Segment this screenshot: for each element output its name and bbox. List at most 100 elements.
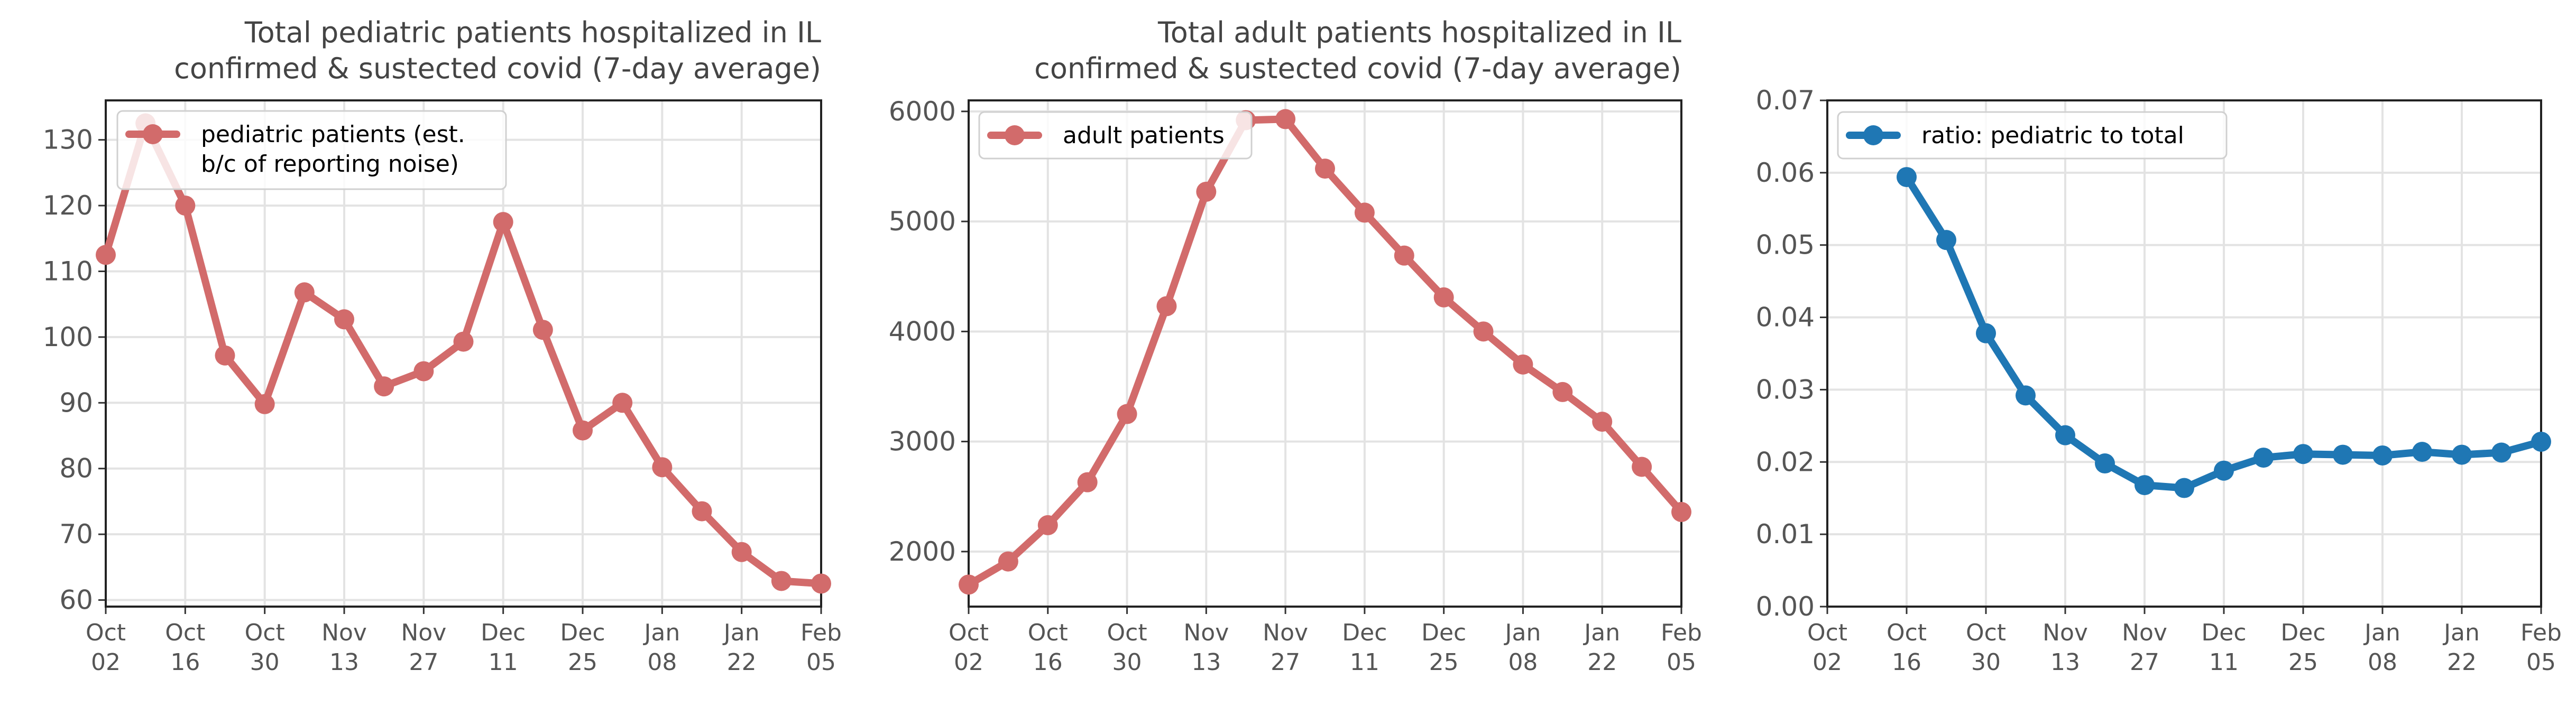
data-point — [532, 320, 553, 340]
data-point — [2531, 431, 2551, 452]
x-tick-label-month: Feb — [2520, 619, 2562, 646]
data-point — [1936, 230, 1956, 250]
x-tick-label-month: Nov — [2043, 619, 2088, 646]
data-point — [771, 571, 792, 591]
y-tick-label: 5000 — [889, 206, 956, 237]
x-tick-label-month: Dec — [1342, 619, 1387, 646]
x-tick-label-month: Oct — [1887, 619, 1927, 646]
data-point — [1671, 501, 1691, 522]
data-point — [998, 551, 1018, 572]
x-tick-label-day: 30 — [250, 649, 280, 676]
y-tick-label: 3000 — [889, 426, 956, 457]
data-point — [1117, 404, 1137, 424]
x-tick-label-month: Nov — [1263, 619, 1308, 646]
data-point — [215, 345, 235, 366]
data-point — [1897, 167, 1917, 188]
x-tick-label-day: 11 — [1350, 649, 1379, 676]
x-tick-label-day: 22 — [1587, 649, 1617, 676]
data-point — [731, 542, 752, 562]
data-point — [2412, 442, 2432, 462]
legend-box — [978, 111, 1253, 160]
x-tick-label-day: 05 — [806, 649, 836, 676]
axes-frame — [968, 99, 1682, 608]
data-point — [1592, 412, 1613, 432]
y-tick-label: 90 — [59, 387, 93, 418]
x-tick-label-day: 11 — [489, 649, 518, 676]
y-tick-label: 0.07 — [1756, 85, 1815, 116]
x-tick-label-month: Dec — [481, 619, 526, 646]
x-tick-label-month: Jan — [2442, 619, 2480, 646]
data-point — [1037, 515, 1058, 535]
x-tick-label-day: 16 — [1892, 649, 1921, 676]
data-point — [2372, 445, 2393, 466]
x-tick-label-month: Oct — [86, 619, 126, 646]
y-tick-label: 70 — [59, 519, 93, 550]
x-tick-label-month: Oct — [949, 619, 989, 646]
x-tick-label-day: 27 — [2130, 649, 2159, 676]
data-point — [493, 212, 513, 232]
x-tick-label-month: Jan — [722, 619, 760, 646]
legend-label: ratio: pediatric to total — [1921, 122, 2184, 149]
legend-box — [116, 110, 507, 190]
x-tick-label-month: Nov — [321, 619, 367, 646]
x-tick-label-day: 22 — [2447, 649, 2477, 676]
legend-marker — [1005, 125, 1025, 145]
data-point — [1632, 457, 1652, 477]
y-tick-label: 0.03 — [1756, 374, 1815, 405]
data-point — [1275, 109, 1296, 129]
y-tick-label: 60 — [59, 585, 93, 616]
x-tick-label-day: 27 — [1271, 649, 1300, 676]
x-tick-label-month: Dec — [1421, 619, 1466, 646]
x-tick-label-month: Jan — [1583, 619, 1620, 646]
data-point — [959, 574, 979, 595]
data-point — [2135, 475, 2155, 496]
axes-frame — [105, 99, 822, 608]
data-point — [1433, 287, 1454, 308]
x-tick-label-day: 08 — [1508, 649, 1538, 676]
legend: ratio: pediatric to total — [1837, 111, 2228, 160]
data-point — [1473, 321, 1494, 342]
chart-title-line: confirmed & sustected covid (7-day avera… — [174, 52, 821, 85]
x-tick-label-month: Jan — [2363, 619, 2400, 646]
x-tick-label-day: 30 — [1971, 649, 2001, 676]
x-tick-label-day: 16 — [170, 649, 200, 676]
data-point — [2253, 448, 2274, 468]
data-point — [1394, 245, 1414, 266]
x-tick-label-month: Oct — [1028, 619, 1068, 646]
y-tick-label: 110 — [43, 256, 93, 286]
chart-panel-2: Total adult patients hospitalized in ILc… — [889, 16, 1702, 676]
data-point — [254, 394, 275, 414]
data-point — [2016, 385, 2036, 406]
legend-label: pediatric patients (est. — [201, 121, 465, 148]
x-tick-label-day: 25 — [2288, 649, 2318, 676]
legend: pediatric patients (est. b/c of reporting… — [116, 110, 507, 190]
x-tick-label-day: 25 — [1429, 649, 1459, 676]
y-tick-label: 130 — [43, 125, 93, 155]
x-tick-label-day: 05 — [2526, 649, 2556, 676]
axes-frame — [1826, 99, 2542, 608]
x-tick-label-month: Oct — [1966, 619, 2006, 646]
x-tick-label-month: Jan — [1504, 619, 1541, 646]
data-point — [1354, 202, 1375, 223]
data-point — [96, 245, 116, 265]
x-tick-label-day: 27 — [409, 649, 438, 676]
x-tick-label-day: 16 — [1033, 649, 1063, 676]
data-point — [1976, 323, 1996, 343]
y-tick-label: 2000 — [889, 536, 956, 567]
y-tick-label: 0.01 — [1756, 519, 1815, 550]
x-tick-label-day: 05 — [1667, 649, 1696, 676]
x-tick-label-month: Feb — [1661, 619, 1702, 646]
x-tick-label-day: 25 — [568, 649, 597, 676]
data-point — [2491, 442, 2511, 463]
data-point — [294, 282, 315, 303]
data-point — [1513, 354, 1533, 375]
chart-title-line: Total pediatric patients hospitalized in… — [244, 16, 821, 49]
x-tick-label-month: Oct — [1107, 619, 1147, 646]
y-tick-label: 0.04 — [1756, 302, 1815, 333]
x-tick-label-month: Nov — [401, 619, 446, 646]
x-tick-label-day: 13 — [2050, 649, 2080, 676]
y-tick-label: 0.06 — [1756, 157, 1815, 188]
series-line — [102, 119, 825, 588]
data-point — [2055, 425, 2075, 445]
chart-panel-1: Total pediatric patients hospitalized in… — [43, 16, 842, 676]
